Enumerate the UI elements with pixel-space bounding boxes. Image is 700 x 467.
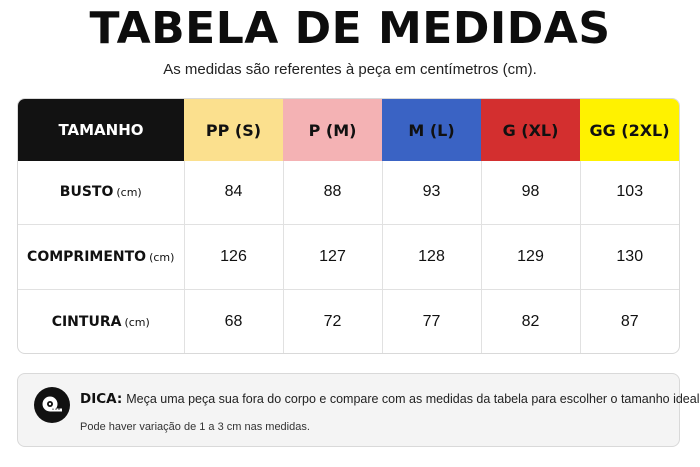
header-size-m: M (L) [382,99,481,161]
header-size-gg: GG (2XL) [580,99,679,161]
table-cell: 130 [580,224,679,291]
table-cell: 68 [184,289,284,353]
table-cell: 127 [283,224,383,291]
table-cell: 103 [580,161,679,225]
row-label-cintura: CINTURA (cm) [18,289,185,353]
size-table: TAMANHO PP (S) P (M) M (L) G (XL) GG (2X… [17,98,680,354]
table-cell: 128 [382,224,482,291]
row-label-busto: BUSTO (cm) [18,161,185,225]
row-label-text: BUSTO [59,184,114,201]
row-label-text: CINTURA [51,313,122,330]
table-row-comprimento: COMPRIMENTO (cm) 126 127 128 129 130 [18,224,679,291]
measuring-tape-icon [34,387,70,423]
header-size-label: TAMANHO [18,99,184,161]
table-cell: 72 [283,289,383,353]
table-row-busto: BUSTO (cm) 84 88 93 98 103 [18,161,679,225]
tip-note: Pode haver variação de 1 a 3 cm nas medi… [80,421,310,433]
page-title: TABELA DE MEDIDAS [89,3,611,54]
row-label-text: COMPRIMENTO [27,248,147,265]
table-cell: 84 [184,161,284,225]
tip-box: DICA: Meça uma peça sua fora do corpo e c… [17,373,700,447]
table-cell: 98 [481,161,581,225]
page-subtitle: As medidas são referentes à peça em cent… [163,61,537,78]
row-unit: (cm) [124,315,150,329]
size-header-row: TAMANHO PP (S) P (M) M (L) G (XL) GG (2X… [18,99,679,161]
table-cell: 93 [382,161,482,225]
table-cell: 82 [481,289,581,353]
header-size-p: P (M) [283,99,382,161]
table-cell: 88 [283,161,383,225]
header-size-pp: PP (S) [184,99,283,161]
header-size-g: G (XL) [481,99,580,161]
table-cell: 126 [184,224,284,291]
row-label-comprimento: COMPRIMENTO (cm) [18,224,185,291]
table-row-cintura: CINTURA (cm) 68 72 77 82 87 [18,289,679,353]
tip-label: DICA: [80,391,123,407]
table-cell: 129 [481,224,581,291]
tip-text: Meça uma peça sua fora do corpo e compar… [126,392,700,406]
row-unit: (cm) [149,250,175,264]
tip-text-line: DICA: Meça uma peça sua fora do corpo e c… [80,391,700,407]
table-cell: 87 [620,312,639,330]
row-unit: (cm) [116,186,142,200]
table-cell: 77 [382,289,482,353]
